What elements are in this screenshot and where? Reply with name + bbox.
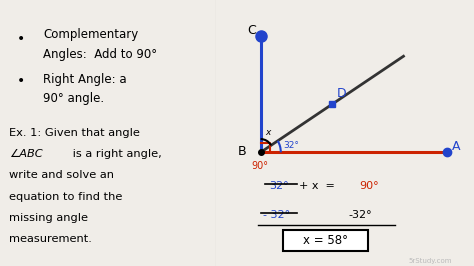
Text: x = 58°: x = 58° <box>303 234 348 247</box>
Text: Right Angle: a: Right Angle: a <box>43 73 127 86</box>
Text: x: x <box>265 128 271 138</box>
Text: missing angle: missing angle <box>9 213 88 223</box>
Text: Complementary: Complementary <box>43 28 138 41</box>
Text: 90° angle.: 90° angle. <box>43 92 104 105</box>
Text: C: C <box>247 24 256 37</box>
Text: measurement.: measurement. <box>9 234 91 244</box>
Text: 5rStudy.com: 5rStudy.com <box>408 257 452 264</box>
Text: •: • <box>17 74 26 89</box>
Text: Ex. 1: Given that angle: Ex. 1: Given that angle <box>9 128 139 138</box>
Text: Angles:  Add to 90°: Angles: Add to 90° <box>43 48 157 61</box>
Text: - 32°: - 32° <box>263 210 290 220</box>
Text: B: B <box>238 145 247 158</box>
Bar <box>283 230 368 251</box>
Text: A: A <box>452 140 460 153</box>
Text: 32°: 32° <box>270 181 289 191</box>
Text: ∠ABC: ∠ABC <box>9 149 42 159</box>
Text: -32°: -32° <box>348 210 372 220</box>
Text: is a right angle,: is a right angle, <box>69 149 162 159</box>
Text: + x  =: + x = <box>299 181 335 191</box>
Text: 90°: 90° <box>359 181 379 191</box>
Text: equation to find the: equation to find the <box>9 192 122 202</box>
Text: write and solve an: write and solve an <box>9 170 114 180</box>
Text: 32°: 32° <box>283 141 299 150</box>
Text: D: D <box>337 87 346 100</box>
Text: 90°: 90° <box>252 161 269 171</box>
Text: •: • <box>17 32 26 46</box>
